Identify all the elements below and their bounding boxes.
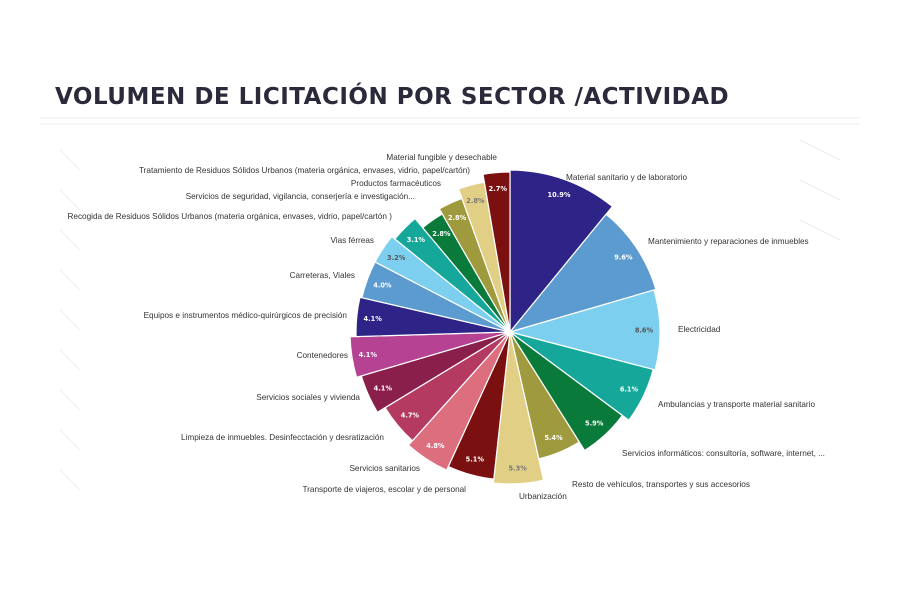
slice-value-label: 2.7%	[489, 185, 508, 193]
slice-value-label: 5.3%	[509, 464, 528, 472]
slice-value-label: 6.1%	[620, 386, 639, 394]
slice-value-label: 4.8%	[426, 442, 445, 450]
slice-category-label: Servicios informáticos: consultoría, sof…	[622, 449, 825, 458]
slice-category-label: Urbanización	[519, 492, 567, 501]
pie-slice	[509, 169, 613, 333]
slice-category-label: Contenedores	[297, 351, 348, 360]
pie-slice	[374, 235, 511, 333]
slice-value-label: 4.1%	[364, 315, 383, 323]
slice-value-label: 4.1%	[359, 351, 378, 359]
slice-category-label: Equipos e instrumentos médico-quirúrgico…	[144, 311, 348, 320]
pie-slice	[349, 331, 511, 378]
pie-slice	[509, 289, 661, 371]
slice-value-label: 3.1%	[407, 236, 426, 244]
slice-category-label: Limpieza de inmuebles. Desinfecctación y…	[181, 433, 384, 442]
slice-category-label: Material sanitario y de laboratorio	[566, 173, 688, 182]
slice-category-label: Transporte de viajeros, escolar y de per…	[302, 485, 466, 494]
slice-category-label: Servicios sociales y vivienda	[256, 393, 360, 402]
slice-value-label: 2.8%	[448, 214, 467, 222]
slice-category-label: Mantenimiento y reparaciones de inmueble…	[648, 237, 809, 246]
slice-category-label: Tratamiento de Residuos Sólidos Urbanos …	[139, 166, 470, 175]
slice-category-label: Resto de vehículos, transportes y sus ac…	[572, 480, 750, 489]
slice-category-label: Productos farmacéuticos	[351, 179, 441, 188]
pie-slice	[355, 296, 511, 338]
slice-value-label: 4.1%	[374, 385, 393, 393]
slice-value-label: 4.7%	[401, 412, 420, 420]
slice-value-label: 5.1%	[466, 456, 485, 464]
slice-value-label: 8.6%	[635, 327, 654, 335]
slice-value-label: 2.8%	[432, 230, 451, 238]
slice-category-label: Servicios sanitarios	[349, 464, 420, 473]
slice-value-label: 2.8%	[466, 197, 485, 205]
slice-category-label: Electricidad	[678, 325, 721, 334]
slice-category-label: Carreteras, Viales	[290, 271, 355, 280]
pie-slice	[407, 331, 511, 471]
slice-value-label: 10.9%	[548, 191, 571, 199]
slice-value-label: 3.2%	[387, 254, 406, 262]
slice-category-label: Servicios de seguridad, vigilancia, cons…	[186, 192, 415, 201]
pie-slice	[509, 213, 657, 333]
page-title: VOLUMEN DE LICITACIÓN POR SECTOR /ACTIVI…	[55, 84, 730, 110]
slice-category-label: Ambulancias y transporte material sanita…	[658, 400, 815, 409]
pie-slice	[394, 217, 511, 333]
slice-value-label: 9.6%	[614, 253, 633, 261]
pie-slice	[482, 171, 511, 333]
pie-slice	[509, 331, 654, 421]
pie-slice	[509, 331, 623, 452]
slice-value-label: 4.0%	[373, 282, 392, 290]
slice-value-label: 5.4%	[544, 434, 563, 442]
slice-category-label: Material fungible y desechable	[386, 153, 497, 162]
slice-category-label: Vias férreas	[330, 236, 374, 245]
slice-value-label: 5.9%	[585, 420, 604, 428]
slice-category-label: Recogida de Residuos Sólidos Urbanos (ma…	[68, 212, 393, 221]
